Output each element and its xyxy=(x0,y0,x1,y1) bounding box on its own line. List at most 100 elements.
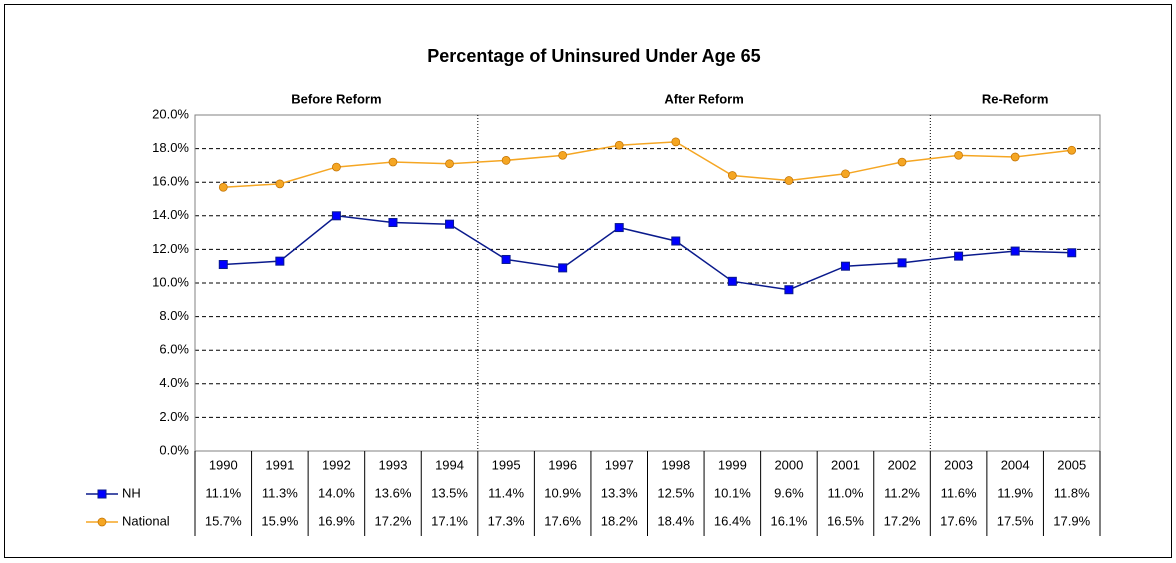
table-value: 12.5% xyxy=(657,485,694,500)
y-tick-label: 16.0% xyxy=(152,174,189,189)
marker xyxy=(671,236,681,246)
y-tick-label: 0.0% xyxy=(159,442,189,457)
marker xyxy=(1067,145,1077,155)
marker xyxy=(841,169,850,179)
table-value: 16.9% xyxy=(318,513,355,528)
legend-marker xyxy=(97,517,107,527)
x-tick-label: 2001 xyxy=(831,457,860,472)
marker xyxy=(218,260,228,270)
marker xyxy=(558,150,568,160)
chart-title: Percentage of Uninsured Under Age 65 xyxy=(427,46,760,66)
legend-marker xyxy=(97,489,107,499)
marker xyxy=(727,276,737,286)
marker xyxy=(1010,152,1020,162)
x-tick-label: 1999 xyxy=(718,457,747,472)
table-value: 14.0% xyxy=(318,485,355,500)
marker xyxy=(897,258,907,268)
table-value: 17.1% xyxy=(431,513,468,528)
table-value: 17.2% xyxy=(375,513,412,528)
table-value: 15.7% xyxy=(205,513,242,528)
table-value: 11.2% xyxy=(884,485,920,500)
y-tick-label: 2.0% xyxy=(159,409,189,424)
marker xyxy=(784,176,794,185)
y-tick-label: 12.0% xyxy=(152,241,189,256)
marker xyxy=(840,261,850,271)
marker xyxy=(501,254,511,264)
marker xyxy=(954,251,964,261)
marker xyxy=(897,157,907,167)
table-value: 10.1% xyxy=(714,485,751,500)
marker xyxy=(445,219,455,229)
marker xyxy=(275,256,285,266)
table-value: 13.3% xyxy=(601,485,638,500)
series-line xyxy=(223,215,1072,291)
marker xyxy=(1067,248,1077,258)
y-tick-label: 20.0% xyxy=(152,106,189,121)
x-tick-label: 1997 xyxy=(605,457,634,472)
marker xyxy=(671,137,681,147)
x-tick-label: 1998 xyxy=(661,457,690,472)
marker xyxy=(331,211,341,221)
x-tick-label: 1996 xyxy=(548,457,577,472)
y-tick-label: 18.0% xyxy=(152,140,189,155)
x-tick-label: 2002 xyxy=(888,457,917,472)
x-tick-label: 2005 xyxy=(1057,457,1086,472)
x-tick-label: 2004 xyxy=(1001,457,1030,472)
x-tick-label: 1992 xyxy=(322,457,351,472)
table-value: 17.6% xyxy=(544,513,581,528)
section-label: After Reform xyxy=(664,91,743,106)
marker xyxy=(218,182,228,192)
y-tick-label: 4.0% xyxy=(159,375,189,390)
x-tick-label: 1991 xyxy=(265,457,294,472)
x-tick-label: 2003 xyxy=(944,457,973,472)
table-value: 17.9% xyxy=(1053,513,1090,528)
series-line xyxy=(223,141,1072,188)
table-value: 13.6% xyxy=(375,485,412,500)
section-label: Before Reform xyxy=(291,91,381,106)
x-tick-label: 1995 xyxy=(492,457,521,472)
legend-label: NH xyxy=(122,485,141,500)
marker xyxy=(614,140,624,150)
legend-label: National xyxy=(122,513,170,528)
table-value: 17.2% xyxy=(884,513,921,528)
table-value: 9.6% xyxy=(774,485,804,500)
chart-frame xyxy=(4,4,1172,558)
marker xyxy=(558,263,568,273)
table-value: 11.6% xyxy=(941,485,977,500)
table-value: 11.1% xyxy=(205,485,241,500)
marker xyxy=(501,156,511,165)
table-value: 10.9% xyxy=(544,485,581,500)
y-tick-label: 6.0% xyxy=(159,342,189,357)
x-tick-label: 1993 xyxy=(379,457,408,472)
y-tick-label: 10.0% xyxy=(152,274,189,289)
x-tick-label: 1990 xyxy=(209,457,238,472)
table-value: 11.9% xyxy=(997,485,1033,500)
x-tick-label: 2000 xyxy=(774,457,803,472)
marker xyxy=(784,285,794,295)
marker xyxy=(445,159,454,169)
marker xyxy=(388,218,398,228)
table-value: 11.4% xyxy=(488,485,524,500)
marker xyxy=(1010,246,1020,256)
table-value: 11.0% xyxy=(828,485,864,500)
section-label: Re-Reform xyxy=(982,91,1048,106)
table-value: 18.4% xyxy=(657,513,694,528)
y-tick-label: 14.0% xyxy=(152,207,189,222)
marker xyxy=(954,150,963,160)
table-value: 17.3% xyxy=(488,513,525,528)
table-value: 11.8% xyxy=(1054,485,1090,500)
y-tick-label: 8.0% xyxy=(159,308,189,323)
table-value: 11.3% xyxy=(262,485,298,500)
marker xyxy=(388,157,398,167)
marker xyxy=(275,179,285,189)
marker xyxy=(727,171,737,180)
table-value: 16.1% xyxy=(770,513,807,528)
table-value: 15.9% xyxy=(261,513,298,528)
x-tick-label: 1994 xyxy=(435,457,464,472)
table-value: 16.5% xyxy=(827,513,864,528)
table-value: 18.2% xyxy=(601,513,638,528)
table-value: 13.5% xyxy=(431,485,468,500)
table-value: 17.5% xyxy=(997,513,1034,528)
table-value: 17.6% xyxy=(940,513,977,528)
